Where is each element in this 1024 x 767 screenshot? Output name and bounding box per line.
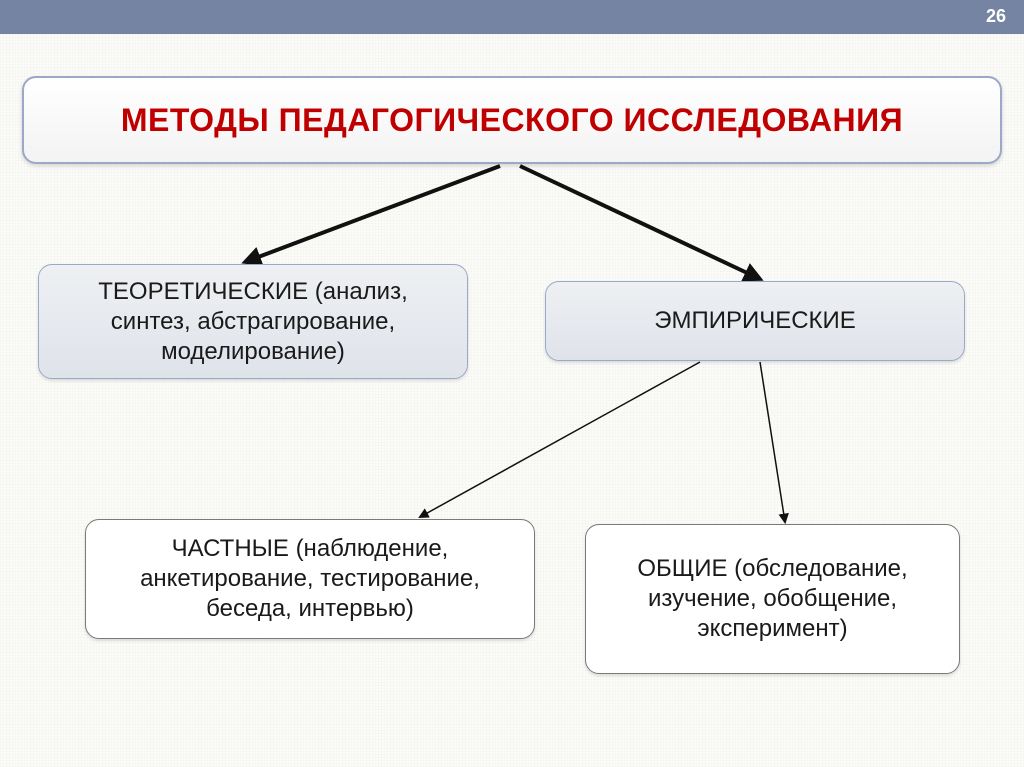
- header-bar: 26: [0, 0, 1024, 34]
- page-number: 26: [986, 6, 1006, 27]
- arrow-empirical-general: [760, 362, 785, 522]
- title-text: МЕТОДЫ ПЕДАГОГИЧЕСКОГО ИССЛЕДОВАНИЯ: [121, 100, 903, 140]
- diagram-canvas: МЕТОДЫ ПЕДАГОГИЧЕСКОГО ИССЛЕДОВАНИЯ ТЕОР…: [0, 34, 1024, 767]
- theoretical-text: ТЕОРЕТИЧЕСКИЕ (анализ, синтез, абстрагир…: [57, 277, 449, 367]
- private-box: ЧАСТНЫЕ (наблюдение, анкетирование, тест…: [85, 519, 535, 639]
- empirical-box: ЭМПИРИЧЕСКИЕ: [545, 281, 965, 361]
- general-box: ОБЩИЕ (обследование, изучение, обобщение…: [585, 524, 960, 674]
- title-box: МЕТОДЫ ПЕДАГОГИЧЕСКОГО ИССЛЕДОВАНИЯ: [22, 76, 1002, 164]
- empirical-text: ЭМПИРИЧЕСКИЕ: [654, 306, 856, 336]
- private-text: ЧАСТНЫЕ (наблюдение, анкетирование, тест…: [104, 534, 516, 624]
- arrow-title-empirical: [520, 166, 760, 279]
- general-text: ОБЩИЕ (обследование, изучение, обобщение…: [604, 554, 941, 644]
- arrow-title-theoretical: [245, 166, 500, 262]
- theoretical-box: ТЕОРЕТИЧЕСКИЕ (анализ, синтез, абстрагир…: [38, 264, 468, 379]
- arrow-empirical-private: [420, 362, 700, 517]
